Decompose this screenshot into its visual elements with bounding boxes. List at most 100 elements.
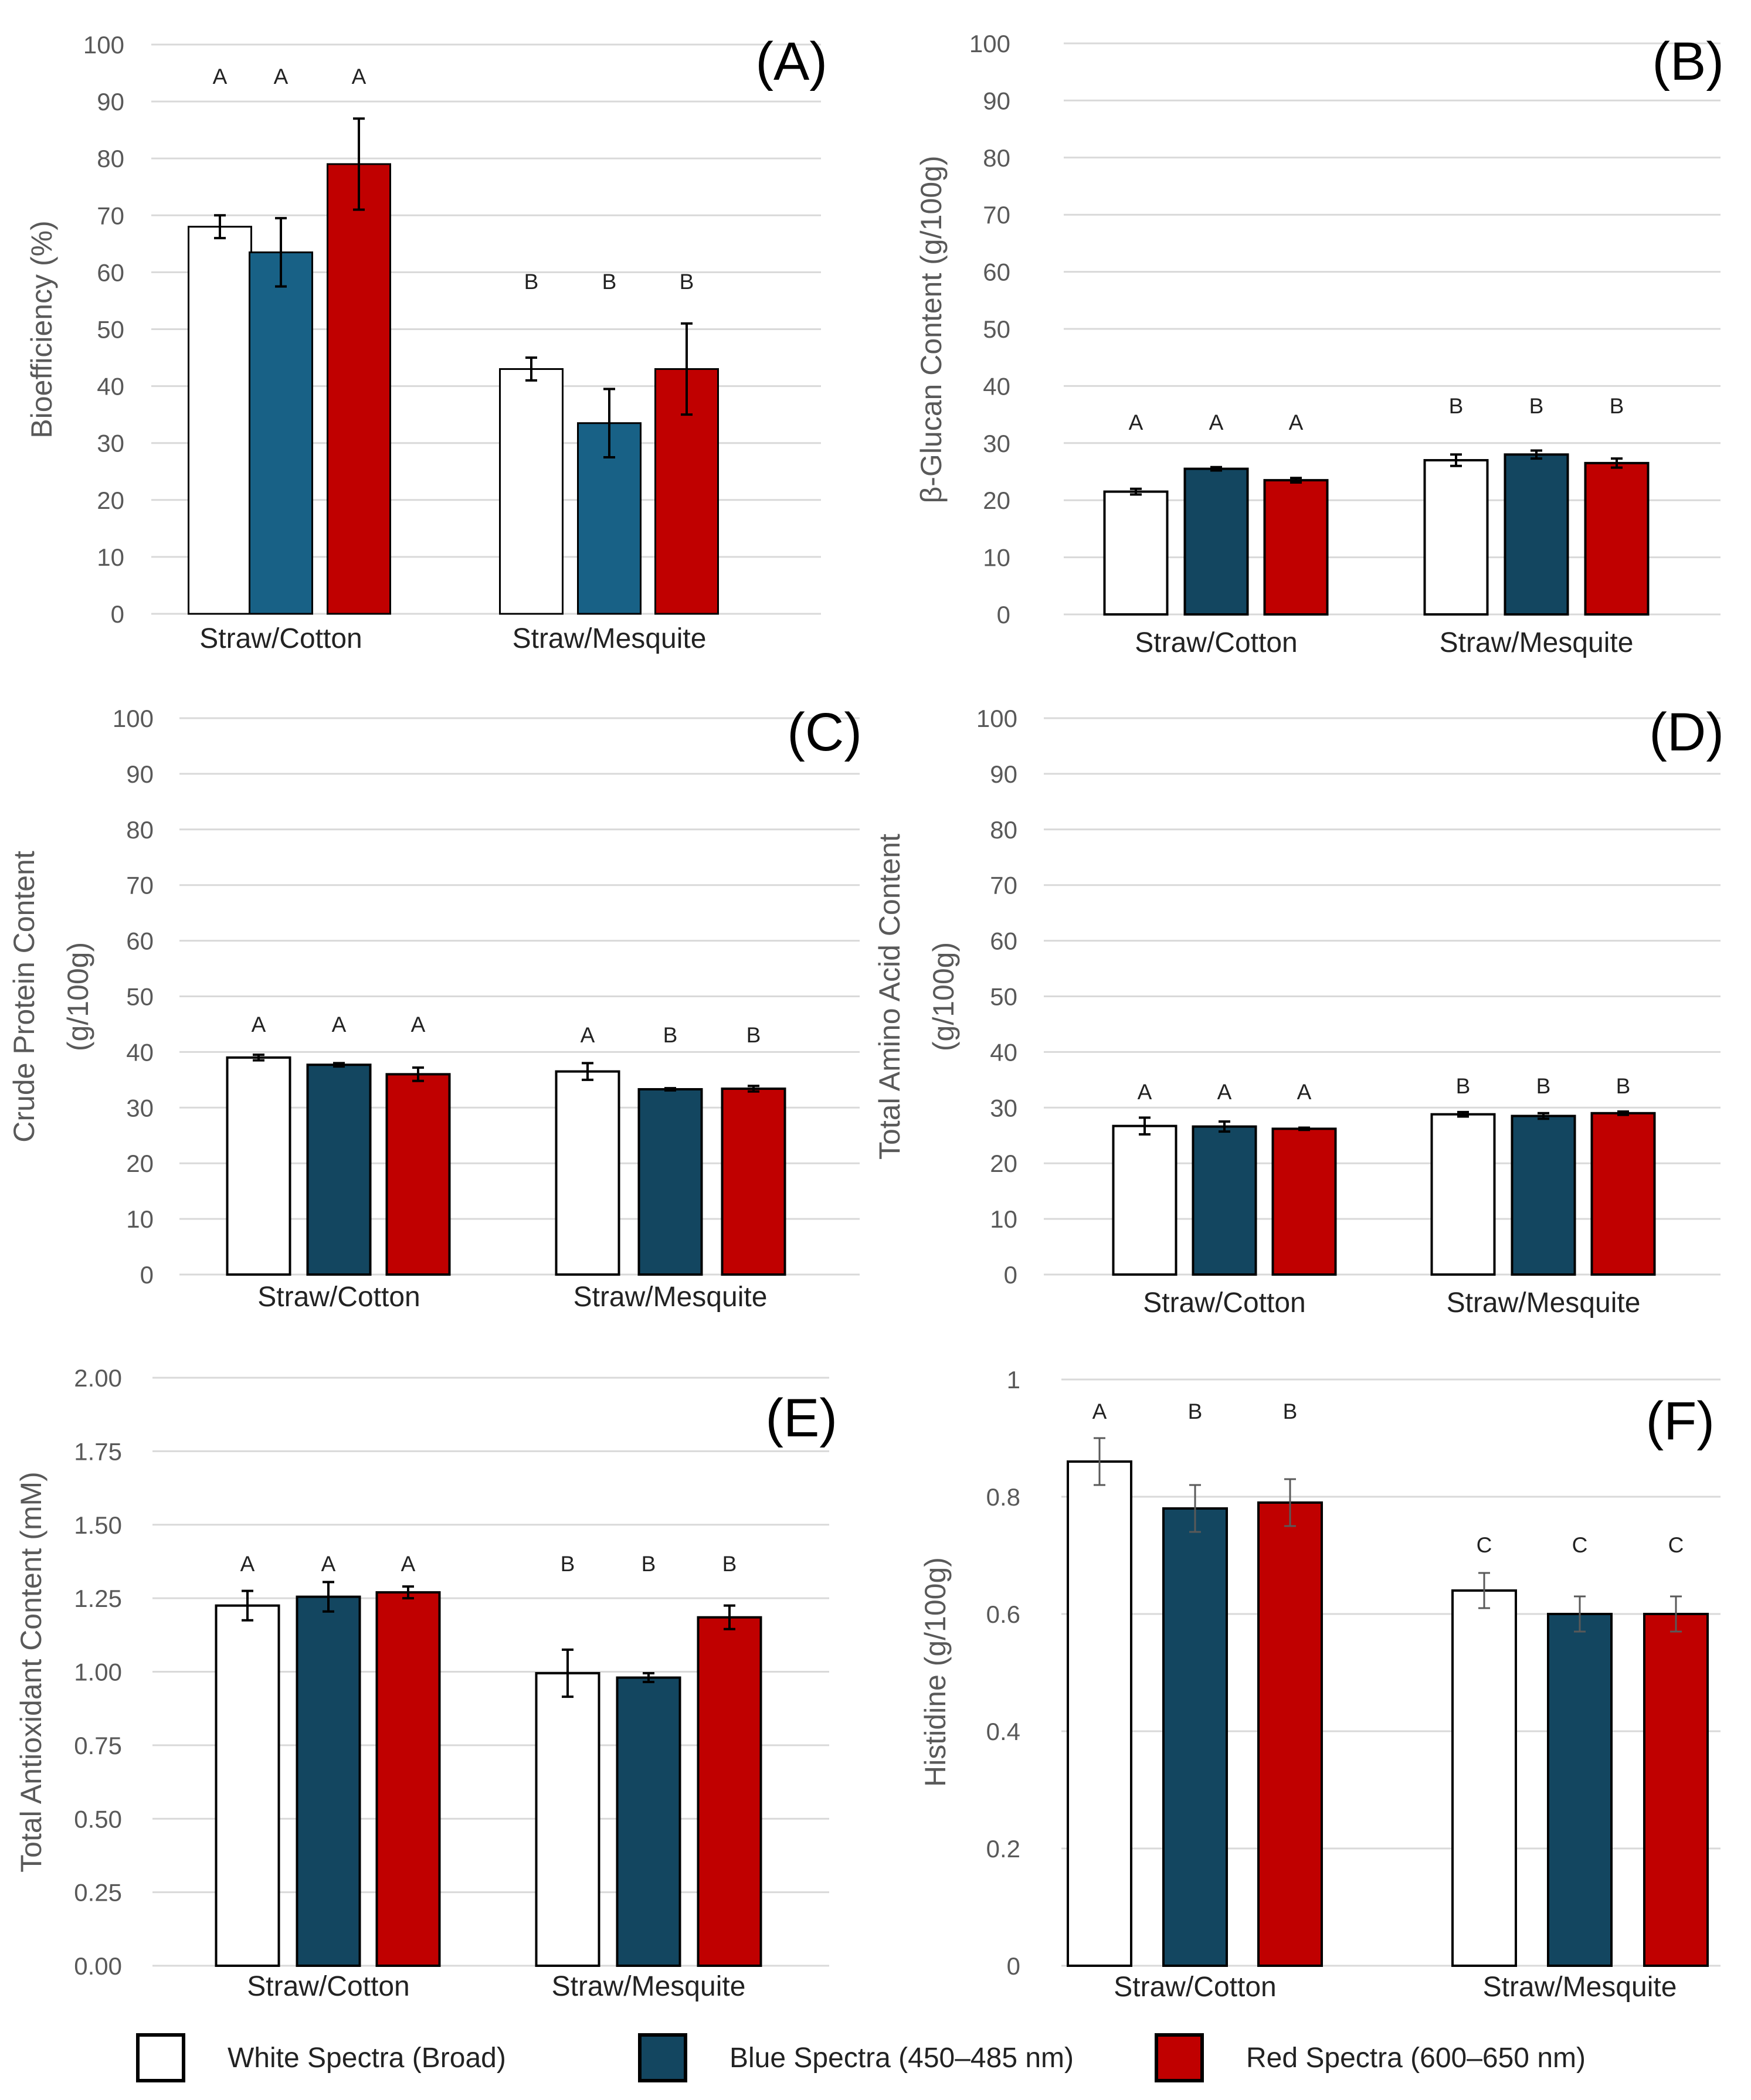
panel-b-bar-straw-mesquite-red <box>1584 461 1650 616</box>
panel-a-bar-straw-cotton-blue <box>249 251 313 615</box>
panel-b-bar-straw-cotton-blue <box>1183 467 1249 616</box>
panel-b-bar-straw-cotton-white <box>1103 490 1169 616</box>
legend-swatch-blue <box>638 2033 687 2082</box>
panel-b-sig-letter-straw-mesquite-white: B <box>1449 394 1464 418</box>
panel-f-sig-letter-straw-cotton-red: B <box>1283 1399 1298 1423</box>
panel-e-sig-letter-straw-mesquite-red: B <box>722 1552 737 1576</box>
panel-a-y-axis-label: Bioefficiency (%) <box>25 220 58 438</box>
panel-a-y-tick-label: 50 <box>97 316 124 344</box>
panel-a-y-tick-label: 40 <box>97 373 124 400</box>
panel-d-bar-straw-cotton-red <box>1271 1127 1337 1276</box>
panel-c-y-tick-label: 70 <box>126 872 154 899</box>
panel-b-y-tick-label: 70 <box>983 201 1010 229</box>
panel-e-panel-label: (E) <box>765 1388 837 1448</box>
panel-e-y-tick-label: 0.75 <box>74 1732 122 1759</box>
panel-c-bar-straw-mesquite-blue <box>637 1088 703 1276</box>
panel-d-y-tick-label: 10 <box>990 1205 1017 1233</box>
panel-a-bar-straw-cotton-white <box>188 226 252 615</box>
panel-d-bar-straw-mesquite-red <box>1590 1112 1656 1276</box>
panel-c-y-tick-label: 0 <box>140 1261 154 1289</box>
panel-a-bar-straw-mesquite-white <box>499 368 564 615</box>
legend-swatch-red <box>1155 2033 1204 2082</box>
panel-f-bar-straw-mesquite-white <box>1451 1589 1517 1967</box>
legend-item-blue: Blue Spectra (450–485 nm) <box>638 2031 1074 2084</box>
panel-a-y-tick-label: 70 <box>97 202 124 229</box>
panel-d-bar-straw-cotton-blue <box>1192 1125 1257 1276</box>
legend-item-white: White Spectra (Broad) <box>136 2031 506 2084</box>
panel-c-sig-letter-straw-cotton-red: A <box>411 1012 426 1037</box>
panel-e-y-tick-label: 1.00 <box>74 1659 122 1686</box>
panel-b-y-tick-label: 0 <box>997 601 1010 628</box>
panel-f-y-tick-label: 0.6 <box>986 1601 1020 1628</box>
panel-e-y-tick-label: 0.50 <box>74 1805 122 1833</box>
panel-e-sig-letter-straw-cotton-blue: A <box>321 1552 336 1576</box>
panel-e-bar-straw-cotton-white <box>215 1604 280 1968</box>
panel-d-bar-straw-mesquite-white <box>1430 1113 1496 1276</box>
panel-e-chart: 0.00 0.25 0.50 0.75 1.00 1.25 1.50 1.75 2.00 Tota… <box>15 1364 837 2002</box>
panel-a-y-tick-label: 60 <box>97 259 124 286</box>
panel-c-y-tick-label: 20 <box>126 1150 154 1177</box>
panel-b-panel-label: (B) <box>1652 32 1724 91</box>
panel-b-y-tick-label: 10 <box>983 544 1010 572</box>
panel-a-sig-letter-straw-cotton-white: A <box>213 64 228 89</box>
panel-b-y-tick-label: 30 <box>983 430 1010 457</box>
panel-f-bar-straw-mesquite-red <box>1643 1613 1709 1967</box>
panel-e-sig-letter-straw-cotton-red: A <box>401 1552 416 1576</box>
panel-e-sig-letter-straw-cotton-white: A <box>240 1552 255 1576</box>
panel-c-category-label-straw-cotton: Straw/Cotton <box>257 1282 420 1313</box>
panel-e-y-tick-label: 1.75 <box>74 1438 122 1465</box>
legend-swatch-white <box>136 2033 185 2082</box>
panel-e-y-tick-label: 0.00 <box>74 1952 122 1980</box>
panel-f-bar-straw-cotton-red <box>1257 1501 1323 1967</box>
legend: White Spectra (Broad) Blue Spectra (450–… <box>0 2017 1751 2100</box>
panel-e-y-tick-label: 0.25 <box>74 1879 122 1907</box>
panel-d-y-tick-label: 70 <box>990 872 1017 899</box>
panel-b-y-tick-label: 100 <box>969 30 1010 57</box>
panel-b-chart: 0 10 20 30 40 50 60 70 80 90 100 β-Glucan Content (… <box>915 30 1724 658</box>
panel-d-y-tick-label: 60 <box>990 927 1017 955</box>
panel-b-bar-straw-mesquite-blue <box>1504 453 1569 616</box>
panel-a-category-label-straw-cotton: Straw/Cotton <box>199 623 362 654</box>
panel-e-bar-straw-mesquite-blue <box>616 1676 681 1968</box>
legend-label-red: Red Spectra (600–650 nm) <box>1246 2042 1586 2074</box>
panel-d-y-tick-label: 50 <box>990 983 1017 1011</box>
panel-b-y-tick-label: 90 <box>983 87 1010 114</box>
legend-label-white: White Spectra (Broad) <box>228 2042 506 2074</box>
panel-f-sig-letter-straw-mesquite-blue: C <box>1572 1533 1588 1557</box>
panel-e-sig-letter-straw-mesquite-white: B <box>561 1552 575 1576</box>
panel-a-sig-letter-straw-mesquite-white: B <box>524 270 539 294</box>
legend-label-blue: Blue Spectra (450–485 nm) <box>729 2042 1074 2074</box>
panel-c-y-tick-label: 80 <box>126 816 154 844</box>
panel-e-y-tick-label: 2.00 <box>74 1364 122 1392</box>
panel-b-y-tick-label: 20 <box>983 487 1010 514</box>
panel-f-y-tick-label: 0.8 <box>986 1483 1020 1511</box>
panel-c-panel-label: (C) <box>787 702 862 762</box>
panel-f-sig-letter-straw-mesquite-white: C <box>1477 1533 1492 1557</box>
panel-d-y-tick-label: 30 <box>990 1094 1017 1122</box>
panel-b-sig-letter-straw-cotton-white: A <box>1129 410 1143 434</box>
panel-e-bar-straw-cotton-blue <box>296 1595 361 1967</box>
panel-c-bar-straw-cotton-blue <box>306 1063 372 1276</box>
panel-d-y-tick-label: 0 <box>1004 1261 1017 1289</box>
panel-a-y-tick-label: 80 <box>97 145 124 172</box>
panel-f-bar-straw-cotton-white <box>1067 1460 1132 1967</box>
panel-c-y-tick-label: 40 <box>126 1038 154 1066</box>
panel-c-y-tick-label: 10 <box>126 1205 154 1233</box>
panel-b-sig-letter-straw-mesquite-blue: B <box>1529 394 1544 418</box>
panel-c-bar-straw-cotton-red <box>385 1073 451 1276</box>
panel-a-y-tick-label: 20 <box>97 487 124 514</box>
panel-d-sig-letter-straw-mesquite-red: B <box>1616 1074 1631 1098</box>
panel-c-bar-straw-mesquite-white <box>555 1070 620 1276</box>
panel-b-y-tick-label: 80 <box>983 144 1010 172</box>
panel-e-y-tick-label: 1.50 <box>74 1511 122 1539</box>
panel-c-chart: 0 10 20 30 40 50 60 70 80 90 100 Crude Protein Cont… <box>8 702 862 1313</box>
panel-d-y-tick-label: 100 <box>976 705 1017 732</box>
panel-a-bar-straw-cotton-red <box>327 163 391 615</box>
panel-c-category-label-straw-mesquite: Straw/Mesquite <box>574 1282 768 1313</box>
panel-f-bar-straw-mesquite-blue <box>1547 1613 1613 1967</box>
panel-f-y-tick-label: 1 <box>1007 1366 1020 1394</box>
panel-f-y-axis-label: Histidine (g/100g) <box>919 1557 952 1787</box>
panel-a-chart: 0 10 20 30 40 50 60 70 80 90 100 Bioefficiency (%) (… <box>25 31 827 654</box>
panel-c-y-tick-label: 50 <box>126 983 154 1011</box>
